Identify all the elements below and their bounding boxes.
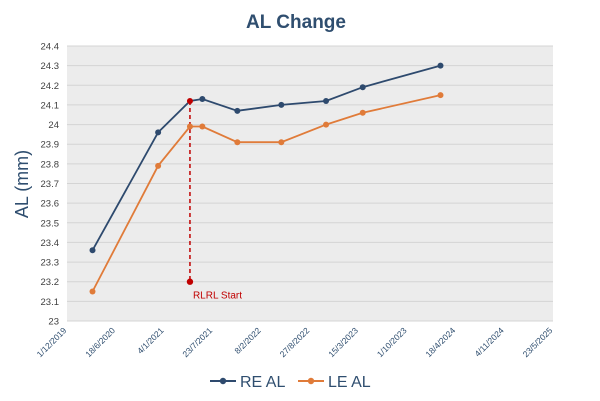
annotation-label: RLRL Start bbox=[193, 291, 242, 302]
data-point bbox=[323, 98, 330, 104]
x-tick-label: 27/8/2022 bbox=[278, 325, 312, 359]
data-point bbox=[359, 84, 366, 91]
y-tick-label: 23.7 bbox=[41, 179, 60, 190]
data-point bbox=[89, 288, 96, 295]
series-lines bbox=[89, 62, 444, 295]
legend: RE AL LE AL bbox=[210, 374, 371, 391]
legend-swatch-marker bbox=[307, 377, 315, 385]
rlrl-marker-point bbox=[186, 278, 194, 285]
x-tick-label: 1/10/2023 bbox=[375, 325, 409, 359]
data-point bbox=[234, 139, 241, 146]
x-tick-label: 15/3/2023 bbox=[326, 325, 360, 359]
data-point bbox=[199, 123, 206, 130]
y-tick-label: 23.8 bbox=[41, 159, 60, 170]
y-tick-label: 23.1 bbox=[41, 297, 60, 308]
x-tick-label: 23/7/2021 bbox=[180, 325, 214, 359]
x-tick-label: 18/4/2024 bbox=[423, 325, 457, 359]
chart-title: AL Change bbox=[246, 12, 346, 33]
y-tick-label: 23 bbox=[48, 317, 59, 328]
data-point bbox=[155, 129, 162, 136]
data-point bbox=[278, 101, 285, 108]
y-tick-label: 23.2 bbox=[41, 277, 60, 288]
legend-swatch-marker bbox=[219, 377, 227, 385]
data-point bbox=[186, 123, 193, 130]
y-tick-label: 24 bbox=[48, 120, 59, 131]
y-tick-labels: 23 23.1 23.2 23.3 23.4 23.5 23.6 23.7 23.8 23.9 24… bbox=[41, 42, 60, 328]
legend-label: LE AL bbox=[328, 374, 371, 391]
annotations: RLRL Start bbox=[186, 101, 242, 302]
x-tick-label: 4/11/2024 bbox=[472, 325, 506, 359]
x-tick-label: 18/6/2020 bbox=[83, 325, 117, 359]
data-point bbox=[155, 162, 162, 169]
data-point bbox=[89, 247, 96, 254]
x-tick-label: 23/5/2025 bbox=[521, 325, 555, 359]
legend-label: RE AL bbox=[240, 374, 285, 391]
x-tick-labels: 1/12/2019 18/6/2020 4/1/2021 23/7/2021 8/2/2… bbox=[35, 325, 555, 359]
y-tick-label: 24.4 bbox=[41, 42, 60, 53]
y-tick-label: 23.4 bbox=[41, 238, 60, 249]
data-point bbox=[186, 98, 193, 104]
data-point bbox=[278, 139, 285, 146]
data-point bbox=[437, 92, 444, 99]
x-tick-label: 1/12/2019 bbox=[35, 325, 69, 359]
data-point bbox=[199, 96, 206, 103]
y-tick-label: 24.1 bbox=[41, 100, 60, 111]
y-tick-label: 23.9 bbox=[41, 140, 60, 151]
y-tick-label: 23.6 bbox=[41, 199, 60, 210]
y-tick-label: 23.3 bbox=[41, 258, 60, 269]
data-point bbox=[234, 107, 241, 114]
x-tick-label: 4/1/2021 bbox=[135, 325, 166, 356]
y-tick-label: 24.2 bbox=[41, 81, 60, 92]
data-point bbox=[437, 62, 444, 69]
y-tick-label: 23.5 bbox=[41, 218, 60, 229]
y-axis-label: AL (mm) bbox=[12, 150, 32, 218]
data-point bbox=[323, 121, 330, 128]
data-point bbox=[359, 109, 366, 116]
x-tick-label: 8/2/2022 bbox=[232, 325, 263, 356]
y-tick-label: 24.3 bbox=[41, 61, 60, 72]
